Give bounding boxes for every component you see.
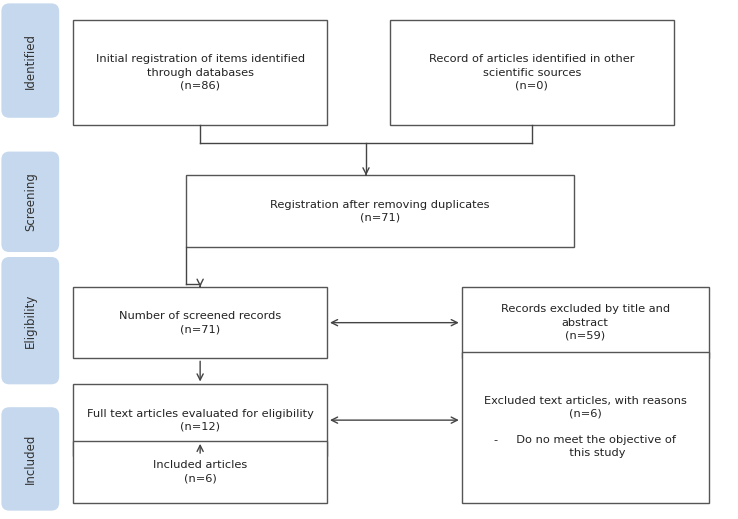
Text: Included: Included xyxy=(24,434,37,484)
Text: Screening: Screening xyxy=(24,172,37,231)
FancyBboxPatch shape xyxy=(1,152,59,252)
FancyBboxPatch shape xyxy=(186,175,574,247)
Text: Initial registration of items identified
through databases
(n=86): Initial registration of items identified… xyxy=(96,54,305,91)
FancyBboxPatch shape xyxy=(390,20,674,125)
FancyBboxPatch shape xyxy=(73,287,327,359)
Text: Registration after removing duplicates
(n=71): Registration after removing duplicates (… xyxy=(270,200,490,223)
Text: Full text articles evaluated for eligibility
(n=12): Full text articles evaluated for eligibi… xyxy=(86,408,314,432)
Text: Records excluded by title and
abstract
(n=59): Records excluded by title and abstract (… xyxy=(500,305,670,341)
FancyBboxPatch shape xyxy=(1,407,59,511)
FancyBboxPatch shape xyxy=(1,257,59,385)
FancyBboxPatch shape xyxy=(73,441,327,503)
Text: Eligibility: Eligibility xyxy=(24,293,37,348)
Text: Excluded text articles, with reasons
(n=6)

-     Do no meet the objective of
  : Excluded text articles, with reasons (n=… xyxy=(483,395,686,458)
Text: Included articles
(n=6): Included articles (n=6) xyxy=(153,460,247,484)
FancyBboxPatch shape xyxy=(73,20,327,125)
FancyBboxPatch shape xyxy=(1,4,59,118)
FancyBboxPatch shape xyxy=(73,385,327,456)
Text: Record of articles identified in other
scientific sources
(n=0): Record of articles identified in other s… xyxy=(429,54,635,91)
Text: Number of screened records
(n=71): Number of screened records (n=71) xyxy=(119,311,281,334)
FancyBboxPatch shape xyxy=(462,351,708,503)
FancyBboxPatch shape xyxy=(462,287,708,359)
Text: Identified: Identified xyxy=(24,33,37,89)
